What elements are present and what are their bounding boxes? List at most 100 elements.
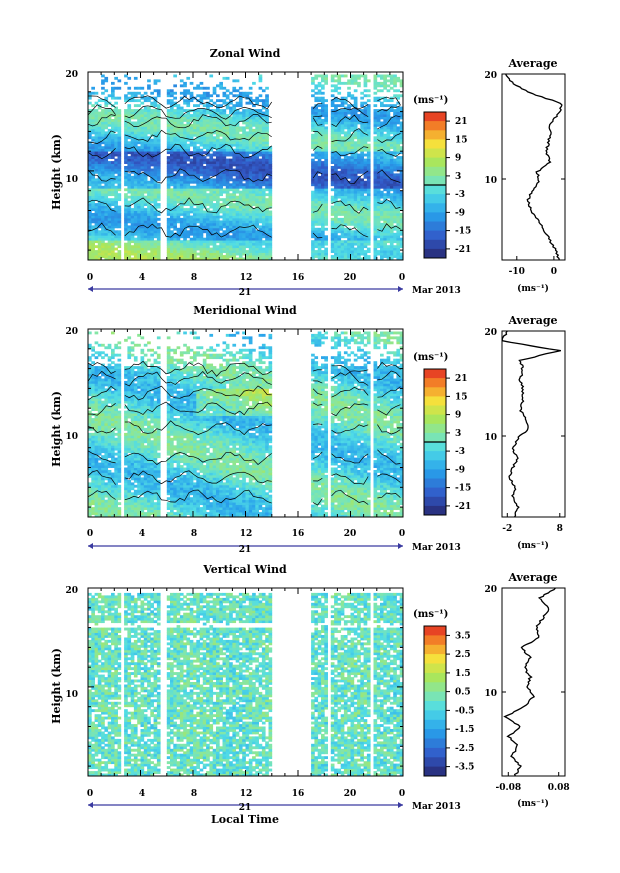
heatmap-cell (111, 208, 115, 211)
heatmap-cell (212, 195, 217, 199)
heatmap-cell (229, 153, 233, 157)
heatmap-cell (179, 158, 184, 162)
heatmap-cell (324, 220, 328, 224)
heatmap-cell (127, 143, 132, 147)
heatmap-cell (212, 222, 217, 226)
heatmap-cell (383, 198, 387, 202)
heatmap-cell (176, 217, 181, 221)
heatmap-cell (229, 208, 233, 211)
heatmap-cell (107, 138, 112, 142)
heatmap-cell (216, 188, 220, 192)
heatmap-cell (396, 166, 401, 169)
heatmap-cell (173, 183, 177, 187)
heatmap-cell (216, 255, 220, 258)
heatmap-cell (373, 235, 378, 239)
heatmap-cell (107, 170, 112, 174)
heatmap-cell (193, 168, 197, 172)
heatmap-cell (117, 237, 122, 241)
heatmap-cell (238, 86, 243, 90)
heatmap-cell (360, 96, 364, 100)
heatmap-cell (88, 215, 92, 219)
heatmap-cell (88, 235, 92, 239)
heatmap-cell (101, 126, 105, 130)
heatmap-cell (219, 237, 223, 241)
heatmap-cell (324, 81, 328, 85)
heatmap-cell (350, 250, 355, 253)
heatmap-cell (88, 227, 92, 231)
heatmap-cell (179, 123, 184, 127)
heatmap-cell (189, 166, 194, 169)
heatmap-cell (265, 170, 269, 174)
heatmap-cell (399, 215, 404, 219)
heatmap-cell (317, 185, 322, 189)
heatmap-cell (360, 136, 364, 140)
heatmap-cell (199, 213, 204, 216)
heatmap-cell (238, 133, 243, 137)
heatmap-cell (238, 151, 243, 155)
heatmap-cell (357, 128, 361, 132)
heatmap-cell (343, 242, 348, 246)
heatmap-cell (124, 208, 128, 211)
heatmap-cell (111, 225, 115, 229)
heatmap-cell (137, 104, 141, 108)
heatmap-cell (176, 166, 181, 169)
heatmap-cell (101, 190, 105, 194)
heatmap-cell (130, 235, 135, 239)
heatmap-cell (225, 138, 230, 142)
heatmap-cell (337, 170, 342, 174)
heatmap-cell (183, 245, 187, 249)
heatmap-cell (363, 203, 368, 206)
heatmap-cell (265, 163, 269, 167)
heatmap-cell (337, 79, 342, 83)
heatmap-cell (156, 89, 161, 93)
heatmap-cell (127, 200, 132, 204)
heatmap-cell (261, 114, 266, 117)
heatmap-cell (334, 136, 338, 140)
heatmap-cell (360, 138, 364, 142)
heatmap-cell (261, 138, 266, 142)
heatmap-cell (265, 126, 269, 130)
heatmap-cell (255, 217, 259, 221)
heatmap-cell (150, 215, 154, 219)
heatmap-cell (97, 205, 102, 209)
heatmap-cell (317, 252, 322, 256)
heatmap-cell (386, 156, 391, 159)
heatmap-cell (373, 136, 378, 140)
heatmap-cell (202, 195, 207, 199)
heatmap-cell (186, 208, 191, 211)
heatmap-cell (380, 190, 384, 194)
heatmap-cell (389, 257, 394, 261)
heatmap-cell (350, 136, 355, 140)
heatmap-cell (117, 250, 122, 253)
heatmap-cell (317, 138, 322, 142)
heatmap-cell (261, 131, 266, 135)
heatmap-cell (235, 213, 240, 216)
heatmap-cell (396, 161, 401, 164)
heatmap-cell (373, 217, 378, 221)
heatmap-cell (242, 195, 246, 199)
heatmap-cell (258, 161, 263, 164)
heatmap-cell (156, 247, 161, 251)
heatmap-cell (255, 208, 259, 211)
heatmap-cell (229, 119, 233, 122)
heatmap-cell (373, 252, 378, 256)
heatmap-cell (130, 121, 135, 125)
heatmap-cell (321, 215, 325, 219)
heatmap-cell (232, 109, 237, 112)
heatmap-cell (166, 133, 171, 137)
heatmap-cell (347, 136, 351, 140)
heatmap-cell (173, 213, 177, 216)
heatmap-cell (156, 131, 161, 135)
heatmap-cell (353, 79, 358, 83)
heatmap-cell (248, 183, 253, 187)
heatmap-cell (143, 185, 148, 189)
heatmap-cell (366, 180, 371, 184)
heatmap-cell (261, 240, 266, 244)
heatmap-cell (133, 193, 138, 197)
heatmap-cell (363, 190, 368, 194)
heatmap-cell (137, 141, 141, 145)
heatmap-cell (258, 163, 263, 167)
heatmap-cell (124, 217, 128, 221)
heatmap-cell (137, 250, 141, 253)
heatmap-cell (219, 81, 223, 85)
